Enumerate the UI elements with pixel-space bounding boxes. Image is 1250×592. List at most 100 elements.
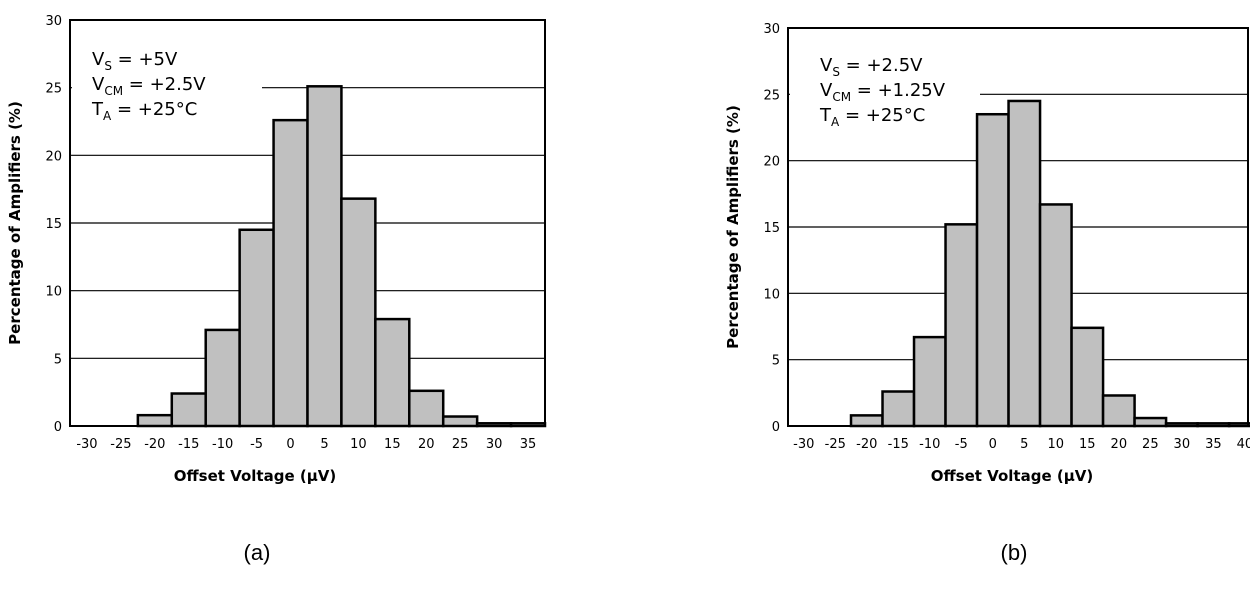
annotation-subscript: CM (832, 90, 851, 104)
bar (1133, 416, 1168, 428)
y-axis-title: Percentage of Amplifiers (%) (724, 105, 742, 349)
x-tick-label: -25 (110, 437, 131, 452)
bar (944, 223, 979, 428)
x-tick-label: -5 (250, 437, 263, 452)
bar (340, 197, 377, 428)
y-tick-label: 5 (772, 354, 780, 369)
annotation-symbol: T (91, 99, 104, 120)
bar (374, 317, 411, 428)
x-tick-label: -5 (955, 437, 968, 452)
x-tick-label: 15 (1079, 437, 1096, 452)
y-tick-label: 10 (763, 287, 780, 302)
bar (912, 335, 947, 428)
chart-panel-b: 0 5 10 15 20 25 30 -30 -25 -20 -15 -10 -5 0 5 10 15 20 25 3… (724, 22, 1250, 485)
bar (441, 415, 479, 428)
y-tick-label: 5 (54, 352, 62, 367)
annotation-symbol: V (92, 49, 105, 70)
annotation-subscript: CM (104, 84, 123, 98)
x-tick-label: -20 (856, 437, 877, 452)
x-axis-title: Offset Voltage (µV) (174, 467, 336, 485)
y-tick-label: 10 (45, 285, 62, 300)
annotation-subscript: S (832, 65, 840, 79)
x-tick-label: -10 (212, 437, 233, 452)
annotation-symbol: V (820, 80, 833, 101)
y-tick-label: 15 (45, 217, 62, 232)
bar (1007, 99, 1042, 428)
x-tick-label: -20 (144, 437, 165, 452)
bar (975, 112, 1010, 428)
x-tick-label: -15 (888, 437, 909, 452)
panel-label: (a) (244, 540, 271, 565)
annotation-line: VS = +5V (92, 49, 178, 73)
y-tick-label: 30 (45, 14, 62, 29)
annotation-value: = +25°C (839, 105, 925, 126)
y-tick-label: 25 (45, 82, 62, 97)
x-tick-label: 25 (452, 437, 469, 452)
bar (136, 413, 174, 428)
annotation-line: VCM = +1.25V (820, 80, 946, 104)
annotation-line: VCM = +2.5V (92, 74, 206, 98)
x-tick-label: 10 (350, 437, 367, 452)
bar (881, 390, 916, 428)
y-tick-label: 15 (763, 221, 780, 236)
y-axis-title: Percentage of Amplifiers (%) (6, 101, 24, 345)
y-tick-label: 0 (54, 420, 62, 435)
panel-label: (b) (1001, 540, 1028, 565)
x-tick-label: 30 (486, 437, 503, 452)
bar (1070, 326, 1105, 428)
x-tick-label: 0 (286, 437, 294, 452)
bar (238, 228, 275, 428)
x-tick-label: -15 (178, 437, 199, 452)
y-tick-label: 20 (763, 155, 780, 170)
x-tick-label: 25 (1142, 437, 1159, 452)
bar (272, 118, 309, 428)
x-axis-title: Offset Voltage (µV) (931, 467, 1093, 485)
annotation-background (72, 22, 262, 130)
plot-frame (787, 27, 1249, 427)
y-tick-label: 0 (772, 420, 780, 435)
bar (1101, 394, 1136, 428)
x-tick-label: 0 (989, 437, 997, 452)
x-tick-label: 5 (320, 437, 328, 452)
bar (1038, 203, 1073, 428)
x-tick-label: 20 (418, 437, 435, 452)
x-tick-label: 35 (1205, 437, 1222, 452)
annotation-line: TA = +25°C (91, 99, 197, 123)
annotation-line: VS = +2.5V (820, 55, 923, 79)
chart-panel-a: 0 5 10 15 20 25 30 -30 -25 -20 -15 -10 -5 0 5 10 15 20 25 3… (6, 14, 547, 485)
x-tick-label: -10 (919, 437, 940, 452)
annotation-value: = +2.5V (123, 74, 206, 95)
annotation-subscript: A (831, 115, 840, 129)
annotation-value: = +1.25V (851, 80, 946, 101)
annotation-symbol: V (92, 74, 105, 95)
bar (408, 389, 445, 428)
y-tick-label: 30 (763, 22, 780, 37)
annotation-symbol: V (820, 55, 833, 76)
y-tick-label: 20 (45, 149, 62, 164)
annotation-symbol: T (819, 105, 832, 126)
x-tick-label: 35 (520, 437, 537, 452)
bar (306, 85, 343, 428)
x-tick-label: 40 (1237, 437, 1250, 452)
x-tick-label: 15 (384, 437, 401, 452)
x-tick-label: -25 (825, 437, 846, 452)
annotation-value: = +5V (112, 49, 178, 70)
x-tick-label: -30 (793, 437, 814, 452)
annotation-background (790, 30, 980, 138)
y-tick-label: 25 (763, 88, 780, 103)
annotation-subscript: S (104, 59, 112, 73)
x-tick-label: 30 (1174, 437, 1191, 452)
bar (170, 392, 207, 428)
x-tick-label: 5 (1020, 437, 1028, 452)
bar (204, 328, 241, 428)
x-tick-label: 10 (1048, 437, 1065, 452)
plot-frame (69, 19, 546, 427)
bar (849, 414, 884, 428)
x-tick-label: 20 (1111, 437, 1128, 452)
annotation-value: = +2.5V (840, 55, 923, 76)
x-tick-label: -30 (76, 437, 97, 452)
annotation-value: = +25°C (111, 99, 197, 120)
annotation-line: TA = +25°C (819, 105, 925, 129)
